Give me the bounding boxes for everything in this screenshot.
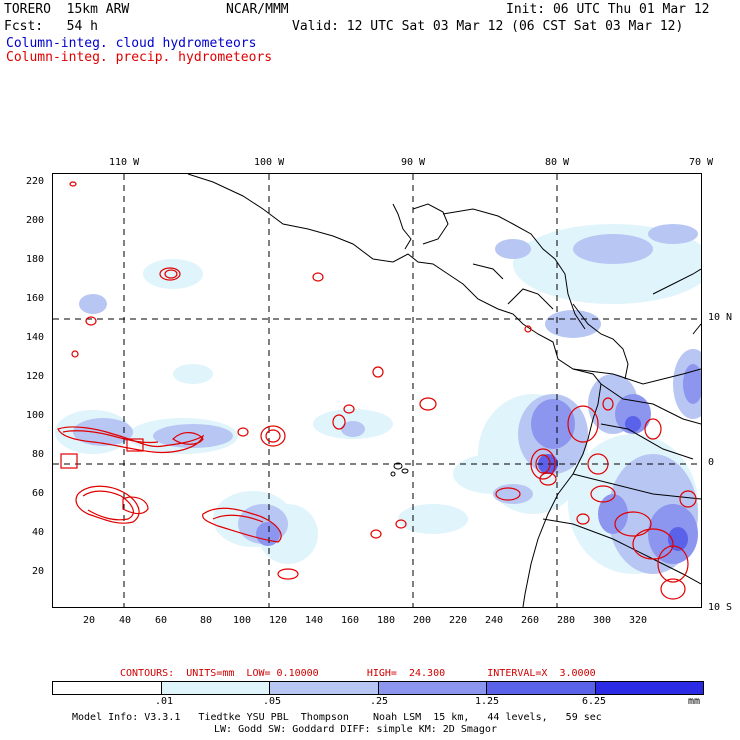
y-tick-80: 80 — [32, 449, 45, 460]
x-tick-240: 240 — [485, 615, 504, 626]
y-tick-100: 100 — [26, 410, 45, 421]
model-info-line2: LW: Godd SW: Goddard DIFF: simple KM: 2D… — [214, 724, 497, 735]
y-tick-20: 20 — [32, 566, 45, 577]
lon-label-110w: 110 W — [109, 157, 140, 168]
map-canvas — [53, 174, 701, 607]
y-tick-40: 40 — [32, 527, 45, 538]
lat-label-10s: 10 S — [708, 602, 733, 613]
x-tick-320: 320 — [629, 615, 648, 626]
colorbar-bin-3 — [270, 682, 379, 694]
grid-lines — [53, 174, 701, 607]
lon-label-90w: 90 W — [401, 157, 426, 168]
lon-label-70w: 70 W — [689, 157, 714, 168]
colorbar-bin-5 — [487, 682, 596, 694]
colorbar-label-25: .25 — [370, 696, 389, 707]
colorbar-units: mm — [688, 696, 701, 707]
colorbar-bin-1 — [53, 682, 162, 694]
model-info-line1: Model Info: V3.3.1 Tiedtke YSU PBL Thomp… — [72, 712, 602, 723]
x-tick-140: 140 — [305, 615, 324, 626]
colorbar-label-125: 1.25 — [475, 696, 500, 707]
colorbar-label-625: 6.25 — [582, 696, 607, 707]
contour-info: CONTOURS: UNITS=mm LOW= 0.10000 HIGH= 24… — [120, 668, 596, 679]
legend-cloud: Column-integ. cloud hydrometeors — [6, 36, 257, 51]
lat-label-10n: 10 N — [708, 312, 733, 323]
x-tick-80: 80 — [200, 615, 213, 626]
x-tick-220: 220 — [449, 615, 468, 626]
x-tick-280: 280 — [557, 615, 576, 626]
colorbar-label-05: .05 — [263, 696, 282, 707]
colorbar-label-01: .01 — [155, 696, 174, 707]
x-tick-180: 180 — [377, 615, 396, 626]
y-tick-180: 180 — [26, 254, 45, 265]
y-tick-160: 160 — [26, 293, 45, 304]
galapagos-islands — [390, 462, 409, 477]
colorbar-bin-2 — [161, 682, 270, 694]
y-tick-200: 200 — [26, 215, 45, 226]
x-tick-300: 300 — [593, 615, 612, 626]
y-tick-60: 60 — [32, 488, 45, 499]
init-time: Init: 06 UTC Thu 01 Mar 12 — [506, 2, 710, 17]
x-tick-60: 60 — [155, 615, 168, 626]
colorbar — [52, 681, 704, 695]
lon-label-100w: 100 W — [254, 157, 285, 168]
forecast-hour: Fcst: 54 h — [4, 19, 98, 34]
colorbar-bin-6 — [595, 682, 703, 694]
y-tick-220: 220 — [26, 176, 45, 187]
colorbar-bin-4 — [378, 682, 487, 694]
y-tick-120: 120 — [26, 371, 45, 382]
org-label: NCAR/MMM — [226, 2, 289, 17]
lat-label-eq: 0 — [708, 457, 715, 468]
x-tick-260: 260 — [521, 615, 540, 626]
x-tick-20: 20 — [83, 615, 96, 626]
x-tick-120: 120 — [269, 615, 288, 626]
x-tick-160: 160 — [341, 615, 360, 626]
x-tick-100: 100 — [233, 615, 252, 626]
lon-label-80w: 80 W — [545, 157, 570, 168]
x-tick-200: 200 — [413, 615, 432, 626]
model-title: TORERO 15km ARW — [4, 2, 130, 17]
y-tick-140: 140 — [26, 332, 45, 343]
valid-time: Valid: 12 UTC Sat 03 Mar 12 (06 CST Sat … — [292, 19, 684, 34]
map-plot — [52, 173, 702, 608]
precip-contours — [57, 181, 697, 600]
x-tick-40: 40 — [119, 615, 132, 626]
legend-precip: Column-integ. precip. hydrometeors — [6, 50, 273, 65]
